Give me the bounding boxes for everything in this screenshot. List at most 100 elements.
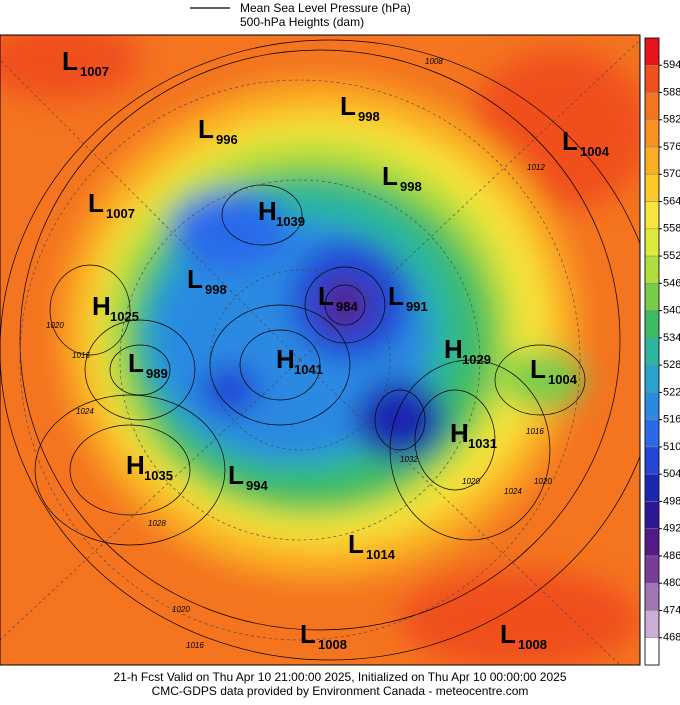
colorbar-swatch [644, 582, 660, 611]
pressure-center-value: 1025 [110, 309, 139, 324]
pressure-center-value: 1035 [144, 468, 173, 483]
colorbar-label: 474 [663, 604, 680, 616]
graticule [0, 39, 640, 665]
pressure-center-letter: L [300, 619, 316, 649]
pressure-center-letter: H [450, 418, 469, 448]
colorbar-swatch [644, 419, 660, 448]
colorbar-label: 540 [663, 305, 680, 317]
colorbar-swatch [644, 610, 660, 638]
colorbar-frame [644, 37, 660, 666]
footer-line2: CMC-GDPS data provided by Environment Ca… [152, 684, 529, 698]
pressure-center-letter: L [500, 619, 516, 649]
colorbar-swatch [644, 92, 660, 121]
colorbar-swatch [644, 337, 660, 366]
pressure-center-value: 1004 [580, 144, 610, 159]
colorbar-label: 480 [663, 577, 680, 589]
pressure-center-letter: L [530, 354, 546, 384]
legend-shading-label: 500-hPa Heights (dam) [240, 15, 364, 29]
colorbar-label: 558 [663, 223, 680, 235]
pressure-center-value: 1039 [276, 214, 305, 229]
colorbar-label: 486 [663, 550, 680, 562]
isobar-label: 1020 [46, 321, 64, 330]
pressure-center-letter: L [88, 188, 104, 218]
isobar-label: 1032 [400, 455, 418, 464]
pressure-center-value: 998 [358, 109, 380, 124]
pressure-center-value: 1007 [106, 206, 135, 221]
colorbar-label: 552 [663, 250, 680, 262]
colorbar-label: 498 [663, 495, 680, 507]
colorbar-swatch [644, 310, 660, 339]
pressure-center-letter: L [198, 114, 214, 144]
colorbar-label: 546 [663, 277, 680, 289]
isobar-label: 1008 [425, 57, 443, 66]
colorbar-label: 570 [663, 168, 680, 180]
colorbar-swatch [644, 446, 660, 475]
colorbar-label: 468 [663, 632, 680, 644]
colorbar-label: 564 [663, 195, 680, 207]
pressure-center-value: 1014 [366, 547, 396, 562]
pressure-center-letter: H [444, 334, 463, 364]
pressure-center-value: 984 [336, 299, 358, 314]
isobar-label: 1020 [462, 477, 480, 486]
colorbar-swatch [644, 146, 660, 175]
pressure-center-value: 1031 [468, 436, 497, 451]
colorbar-label: 576 [663, 141, 680, 153]
isobar-label: 1020 [534, 477, 552, 486]
colorbar-swatch [644, 65, 660, 93]
pressure-center-value: 1029 [462, 352, 491, 367]
pressure-center-value: 991 [406, 299, 428, 314]
isobar-label: 1016 [526, 427, 544, 436]
colorbar-swatch [644, 555, 660, 584]
colorbar-swatch [644, 392, 660, 420]
pressure-center-letter: L [187, 264, 203, 294]
pressure-center-value: 998 [205, 282, 227, 297]
isobar-label: 1024 [76, 407, 94, 416]
colorbar-label: 534 [663, 332, 680, 344]
colorbar-label: 492 [663, 523, 680, 535]
colorbar-label: 522 [663, 386, 680, 398]
pressure-center-value: 1004 [548, 372, 578, 387]
footer-line1: 21-h Fcst Valid on Thu Apr 10 21:00:00 2… [114, 670, 567, 684]
pressure-center-value: 1007 [80, 64, 109, 79]
pressure-center-value: 994 [246, 478, 268, 493]
map-frame [0, 34, 641, 666]
pressure-center-value: 996 [216, 132, 238, 147]
colorbar-label: 582 [663, 114, 680, 126]
pressure-center-letter: L [388, 281, 404, 311]
pressure-center-letter: L [318, 281, 334, 311]
isobar-label: 1024 [504, 487, 522, 496]
colorbar-swatch [644, 528, 660, 557]
pressure-center-letter: L [382, 161, 398, 191]
pressure-center-letter: L [340, 91, 356, 121]
pressure-center-letter: L [228, 460, 244, 490]
isobar-label: 1020 [172, 605, 190, 614]
colorbar-swatch [644, 473, 660, 502]
colorbar-label: 588 [663, 86, 680, 98]
colorbar-swatch [644, 637, 660, 666]
isobar-label: 1028 [148, 519, 166, 528]
pressure-center-value: 998 [400, 179, 422, 194]
pressure-center-letter: H [258, 196, 277, 226]
colorbar-swatch [644, 283, 660, 311]
colorbar-swatch [644, 119, 660, 148]
pressure-center-letter: H [126, 450, 145, 480]
colorbar-swatch [644, 255, 660, 284]
colorbar-swatch [644, 364, 660, 393]
pressure-center-value: 1041 [294, 362, 323, 377]
pressure-center-letter: L [348, 529, 364, 559]
pressure-center-letter: L [128, 348, 144, 378]
isobar-label: 1012 [527, 163, 545, 172]
colorbar-label: 516 [663, 414, 680, 426]
pressure-center-value: 1008 [518, 637, 547, 652]
colorbar-swatch [644, 201, 660, 230]
pressure-center-letter: H [92, 291, 111, 321]
pressure-center-value: 1008 [318, 637, 347, 652]
legend-line-label: Mean Sea Level Pressure (hPa) [240, 1, 411, 15]
colorbar-swatch [644, 174, 660, 202]
colorbar-label: 528 [663, 359, 680, 371]
pressure-center-letter: L [62, 46, 78, 76]
pressure-center-letter: L [562, 126, 578, 156]
colorbar-label: 504 [663, 468, 680, 480]
